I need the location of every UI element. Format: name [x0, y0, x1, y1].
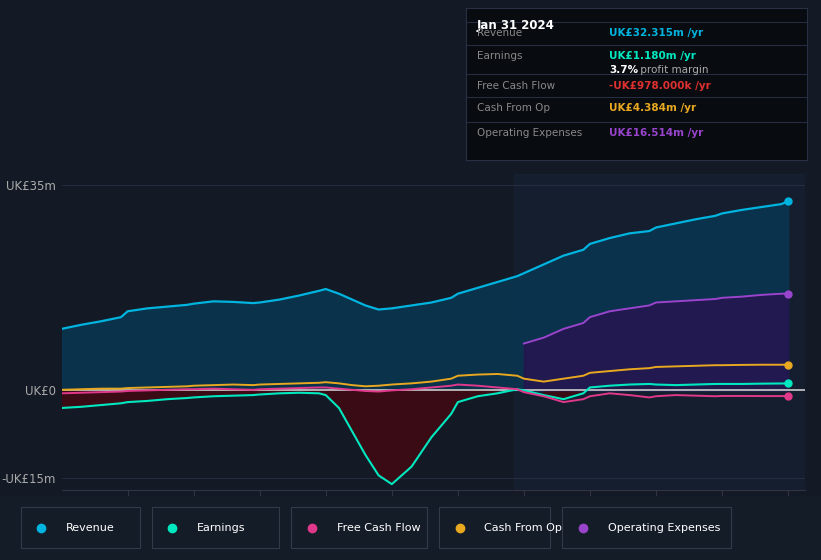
Text: Operating Expenses: Operating Expenses	[476, 128, 582, 138]
Text: Free Cash Flow: Free Cash Flow	[476, 81, 555, 91]
Text: UK£4.384m /yr: UK£4.384m /yr	[609, 103, 696, 113]
Text: Jan 31 2024: Jan 31 2024	[476, 19, 554, 32]
Text: UK£16.514m /yr: UK£16.514m /yr	[609, 128, 704, 138]
Text: UK£32.315m /yr: UK£32.315m /yr	[609, 27, 704, 38]
Text: UK£1.180m /yr: UK£1.180m /yr	[609, 51, 696, 61]
Text: Earnings: Earnings	[197, 523, 245, 533]
Text: -UK£978.000k /yr: -UK£978.000k /yr	[609, 81, 711, 91]
Text: profit margin: profit margin	[637, 64, 709, 74]
Bar	[514, 174, 805, 490]
FancyBboxPatch shape	[152, 507, 279, 548]
Text: Cash From Op: Cash From Op	[476, 103, 549, 113]
Text: Free Cash Flow: Free Cash Flow	[337, 523, 420, 533]
Text: Cash From Op: Cash From Op	[484, 523, 562, 533]
Text: Revenue: Revenue	[66, 523, 114, 533]
Text: Revenue: Revenue	[476, 27, 521, 38]
FancyBboxPatch shape	[439, 507, 550, 548]
FancyBboxPatch shape	[562, 507, 731, 548]
Text: Earnings: Earnings	[476, 51, 522, 61]
Text: Operating Expenses: Operating Expenses	[608, 523, 720, 533]
FancyBboxPatch shape	[21, 507, 140, 548]
FancyBboxPatch shape	[291, 507, 427, 548]
Text: 3.7%: 3.7%	[609, 64, 639, 74]
